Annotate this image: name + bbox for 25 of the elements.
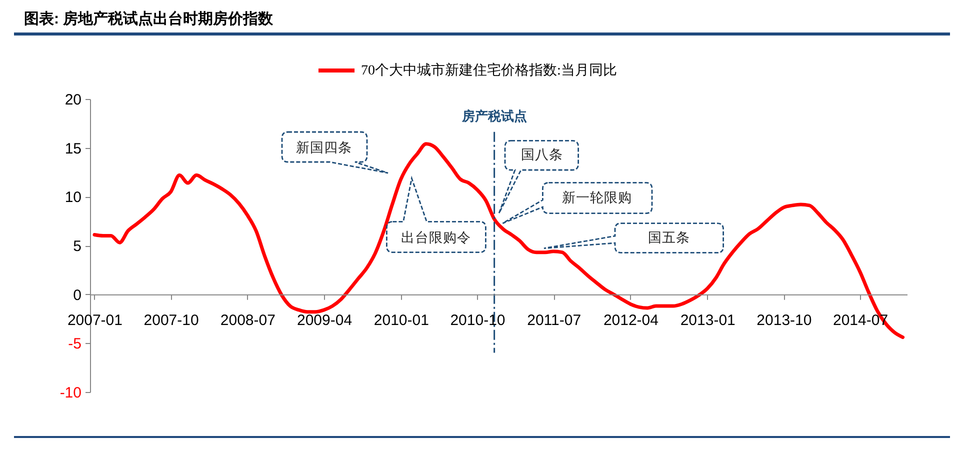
- annotation: 国八条: [521, 147, 563, 162]
- x-tick-label: 2007-10: [144, 312, 199, 329]
- y-tick-label: -10: [60, 384, 82, 402]
- annotation: 国五条: [648, 230, 690, 245]
- x-tick-label: 2007-01: [67, 312, 123, 329]
- y-tick-label: 20: [64, 92, 82, 108]
- y-tick-label: 5: [73, 238, 82, 255]
- x-tick-label: 2012-04: [603, 312, 659, 329]
- x-tick-label: 2013-10: [756, 312, 812, 329]
- chart-title: 图表: 房地产税试点出台时期房价指数: [24, 10, 274, 28]
- x-tick-label: 2008-07: [220, 312, 276, 329]
- annotation: 新一轮限购: [562, 190, 632, 205]
- x-tick-label: 2010-10: [450, 312, 506, 329]
- y-tick-label: 0: [73, 286, 82, 304]
- ref-line-label: 房产税试点: [460, 108, 527, 124]
- x-tick-label: 2009-04: [296, 312, 352, 329]
- x-tick-label: 2011-07: [527, 312, 582, 329]
- y-tick-label: -5: [68, 336, 82, 353]
- y-tick-label: 15: [64, 140, 82, 158]
- annotation: 出台限购令: [401, 230, 471, 245]
- annotation: 新国四条: [296, 140, 352, 155]
- x-tick-label: 2013-01: [680, 312, 736, 329]
- legend-label: 70个大中城市新建住宅价格指数:当月同比: [361, 62, 617, 78]
- y-tick-label: 10: [64, 189, 82, 206]
- x-tick-label: 2010-01: [374, 312, 429, 329]
